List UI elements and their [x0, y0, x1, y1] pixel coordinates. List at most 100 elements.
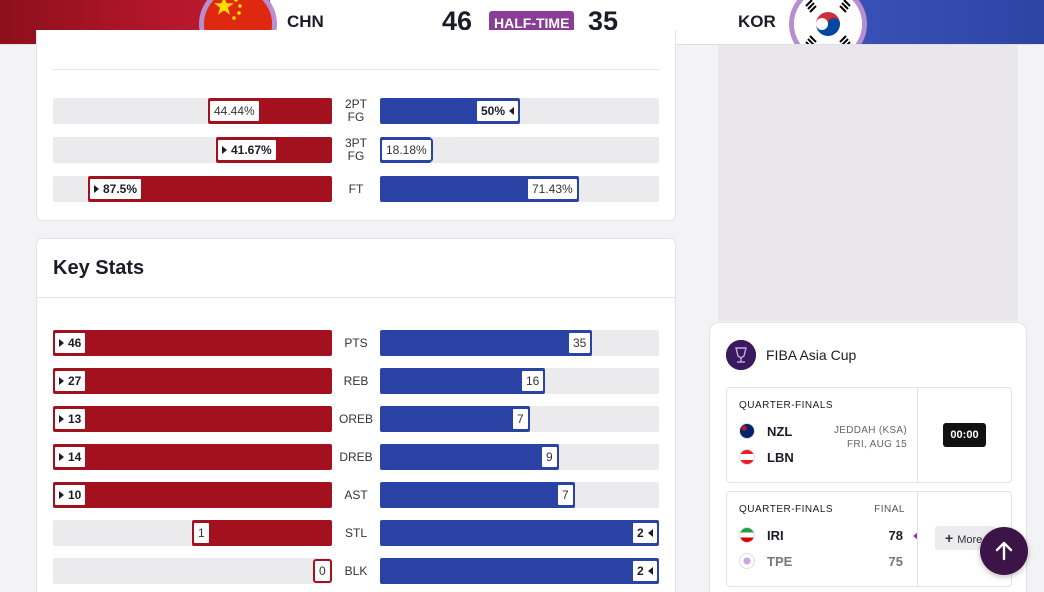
game-status: FINAL	[874, 504, 905, 515]
team-score: 75	[888, 554, 903, 569]
away-stat-text: 50%	[481, 104, 506, 118]
away-stat-value: 2	[631, 559, 659, 583]
stat-label-line: 2PT	[344, 97, 367, 111]
home-stat-text: 87.5%	[103, 182, 138, 196]
away-stat-value: 9	[540, 445, 559, 469]
away-bar-track: 16	[380, 368, 659, 394]
leader-triangle-icon	[222, 146, 227, 154]
home-stat-value: 27	[53, 369, 88, 393]
shooting-stats-card: 44.44% 2PT FG 50% 41.67% 3PT FG 18.18% 87.5% FT 71…	[36, 30, 676, 221]
home-bar-fill	[53, 368, 332, 394]
team-code: TPE	[767, 553, 793, 569]
home-stat-text: 0	[319, 564, 326, 578]
game-team-row: TPE	[739, 552, 792, 570]
stat-row: 1 STL 2	[53, 520, 660, 546]
game-round: QUARTER-FINALS	[739, 504, 834, 515]
team-code: LBN	[767, 449, 794, 465]
game-card-separator	[917, 388, 918, 482]
stat-label: REB	[343, 373, 369, 388]
leader-triangle-icon	[59, 491, 64, 499]
home-stat-value: 13	[53, 407, 88, 431]
away-stat-value: 2	[631, 521, 659, 545]
game-clock: 00:00	[943, 423, 986, 447]
game-card[interactable]: QUARTER-FINALS NZL LBN JEDDAH (KSA) FRI,…	[726, 387, 1012, 483]
korea-flag-icon[interactable]	[794, 0, 862, 44]
home-bar-track: 41.67%	[53, 137, 332, 163]
stat-label-line: FG	[347, 110, 365, 124]
game-card-separator	[917, 492, 918, 586]
home-bar-fill	[192, 520, 332, 546]
game-card[interactable]: QUARTER-FINALS FINAL IRI 78 TPE 75 + More	[726, 491, 1012, 587]
game-team-row: NZL	[739, 422, 792, 440]
home-bar-track: 87.5%	[53, 176, 332, 202]
leader-triangle-icon	[647, 529, 653, 537]
stat-label-line: FG	[347, 149, 365, 163]
fiba-asia-cup-logo-icon[interactable]	[726, 340, 756, 370]
home-stat-text: 1	[198, 526, 205, 540]
away-stat-value: 7	[556, 483, 575, 507]
stat-row: 46 PTS 35	[53, 330, 660, 356]
away-bar-fill	[380, 368, 545, 394]
away-stat-text: 2	[637, 526, 644, 540]
team-code: IRI	[767, 527, 784, 543]
stat-label: DREB	[339, 449, 373, 464]
away-bar-track: 18.18%	[380, 137, 659, 163]
away-stat-text: 9	[546, 450, 553, 464]
away-stat-text: 18.18%	[386, 143, 427, 157]
team-score: 78	[888, 528, 903, 543]
stat-label: OREB	[338, 411, 373, 426]
home-team-code[interactable]: CHN	[287, 12, 324, 31]
home-bar-fill	[53, 406, 332, 432]
stat-row: 14 DREB 9	[53, 444, 660, 470]
arrow-up-icon	[995, 541, 1013, 561]
home-bar-fill	[53, 444, 332, 470]
key-stats-title: Key Stats	[53, 257, 145, 279]
more-label: More	[957, 534, 983, 546]
home-bar-track: 27	[53, 368, 332, 394]
schedule-widget: FIBA Asia Cup QUARTER-FINALS NZL LBN JED…	[709, 322, 1027, 592]
scroll-to-top-button[interactable]	[980, 527, 1028, 575]
home-stat-text: 41.67%	[231, 143, 272, 157]
away-bar-fill	[380, 330, 592, 356]
home-bar-track: 10	[53, 482, 332, 508]
away-team-band	[844, 0, 1044, 44]
away-stat-text: 2	[637, 564, 644, 578]
home-stat-value: 0	[313, 559, 332, 583]
stat-row: 13 OREB 7	[53, 406, 660, 432]
team-code: NZL	[767, 423, 793, 439]
home-stat-text: 13	[68, 412, 82, 426]
iran-flag-icon	[739, 527, 755, 543]
key-stats-divider	[37, 297, 675, 298]
key-stats-card: Key Stats 46 PTS 35 27 REB 16 13 OREB 7 14 DREB 9 10…	[36, 238, 676, 592]
away-stat-text: 71.43%	[532, 182, 573, 196]
stat-row: 10 AST 7	[53, 482, 660, 508]
stat-label: 2PT FG	[332, 98, 380, 124]
competition-name[interactable]: FIBA Asia Cup	[766, 347, 857, 363]
home-stat-value: 44.44%	[208, 99, 261, 123]
stat-label: AST	[344, 487, 368, 502]
leader-triangle-icon	[59, 377, 64, 385]
home-bar-track: 46	[53, 330, 332, 356]
home-stat-value: 10	[53, 483, 88, 507]
away-stat-value: 71.43%	[526, 177, 579, 201]
home-stat-text: 44.44%	[214, 104, 255, 118]
away-stat-text: 7	[517, 412, 524, 426]
home-stat-value: 46	[53, 331, 88, 355]
away-bar-track: 2	[380, 558, 659, 584]
new-zealand-flag-icon	[739, 423, 755, 439]
game-round: QUARTER-FINALS	[739, 400, 834, 411]
away-stat-value: 7	[511, 407, 530, 431]
game-venue: JEDDAH (KSA)	[833, 425, 907, 436]
game-date: FRI, AUG 15	[847, 439, 907, 450]
away-stat-value: 18.18%	[380, 138, 433, 162]
away-bar-track: 35	[380, 330, 659, 356]
home-stat-value: 87.5%	[88, 177, 144, 201]
leader-triangle-icon	[59, 415, 64, 423]
away-bar-fill	[380, 406, 530, 432]
stat-label: BLK	[344, 563, 368, 578]
leader-triangle-icon	[94, 185, 99, 193]
away-stat-value: 16	[520, 369, 546, 393]
stat-label-line: 3PT	[344, 136, 367, 150]
away-team-code[interactable]: KOR	[738, 12, 776, 31]
home-bar-track: 0	[53, 558, 332, 584]
